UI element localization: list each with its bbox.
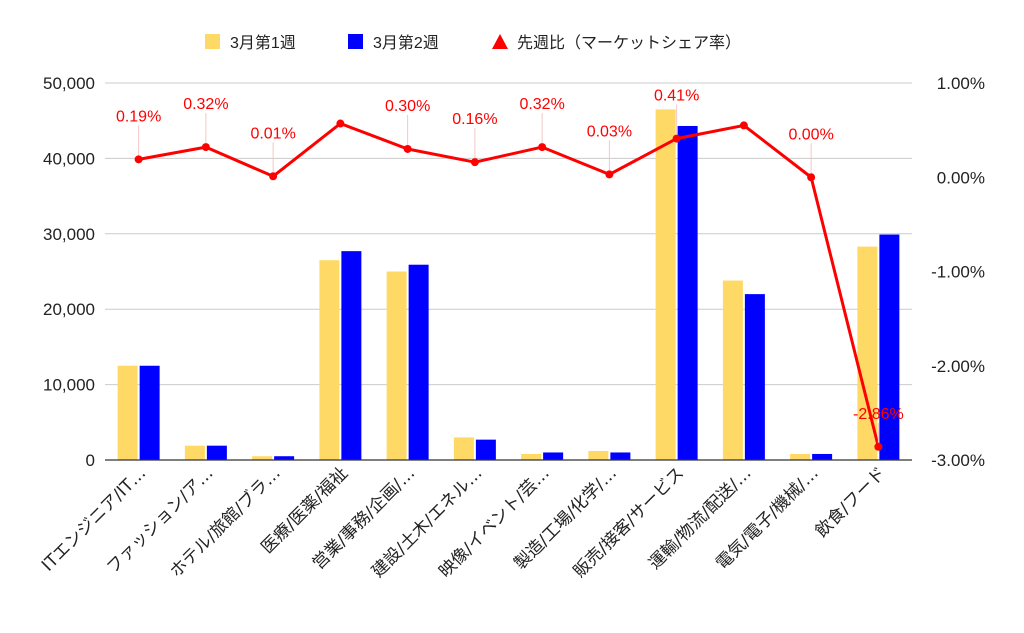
data-label: -2.86%	[853, 406, 904, 423]
data-label: 0.32%	[519, 96, 564, 113]
bar-week2	[206, 445, 227, 460]
line-point	[739, 121, 748, 130]
legend-triangle-icon	[492, 34, 508, 49]
legend-square-icon	[348, 34, 363, 49]
data-label: 0.32%	[183, 96, 228, 113]
bar-week1	[790, 453, 811, 460]
bar-week1	[319, 260, 340, 460]
legend-label: 先週比（マーケットシェア率）	[517, 34, 741, 52]
bar-week1	[117, 365, 138, 460]
data-label: 0.30%	[385, 98, 430, 115]
line-point	[807, 173, 816, 182]
bar-week2	[677, 125, 698, 460]
bar-week2	[610, 452, 631, 460]
y-left-tick-label: 20,000	[43, 300, 95, 319]
bar-week2	[341, 251, 362, 460]
y-left-tick-label: 30,000	[43, 225, 95, 244]
line-point	[538, 143, 547, 152]
y-left-tick-label: 10,000	[43, 376, 95, 395]
x-tick-label: 販売/接客/サービス	[570, 463, 688, 581]
data-label: 0.00%	[788, 126, 833, 143]
line-market-share	[138, 122, 880, 448]
x-tick-label: 飲食/フード	[812, 463, 890, 541]
line-point	[336, 119, 345, 128]
x-tick-label: 建設/土木/エネル…	[368, 463, 486, 581]
bar-week2	[408, 264, 429, 460]
bar-week1	[722, 280, 743, 460]
bar-week1	[588, 450, 609, 460]
line-point	[874, 442, 883, 451]
gridlines	[105, 82, 912, 386]
bar-week1	[453, 437, 474, 460]
y-right-tick-label: -3.00%	[931, 451, 985, 470]
line-point	[605, 170, 614, 179]
bar-week1	[521, 453, 542, 460]
data-label: 0.19%	[116, 108, 161, 125]
bar-week1	[386, 271, 407, 460]
bar-week2	[879, 234, 900, 460]
bar-week2	[274, 456, 295, 460]
y-left-tick-label: 0	[86, 451, 95, 470]
line-series: 0.19% 0.32% 0.01% 0.30% 0.16% 0.32% 0.03% 0.41%…	[116, 88, 904, 451]
x-tick-label: ホテル/旅館/ブラ…	[166, 463, 285, 582]
bar-week2	[543, 452, 564, 460]
data-label: 0.41%	[654, 88, 699, 105]
legend: 3月第1週 3月第2週 先週比（マーケットシェア率）	[205, 34, 741, 52]
y-right-tick-label: 1.00%	[937, 74, 985, 93]
line-point	[470, 158, 479, 167]
line-point	[269, 172, 278, 181]
y-right-tick-label: -2.00%	[931, 357, 985, 376]
legend-label: 3月第1週	[230, 34, 296, 52]
bar-week1	[252, 456, 273, 460]
data-label: 0.01%	[250, 125, 295, 142]
line-point	[134, 155, 143, 164]
data-label: 0.03%	[587, 123, 632, 140]
bar-week2	[139, 365, 160, 460]
bar-week1	[184, 445, 205, 460]
line-point	[403, 144, 412, 153]
x-tick-label: 映像/イベント/芸…	[435, 463, 553, 581]
legend-square-icon	[205, 34, 220, 49]
legend-label: 3月第2週	[373, 34, 439, 52]
y-right-tick-label: -1.00%	[931, 263, 985, 282]
bar-week2	[812, 453, 833, 460]
axes: 0 10,000 20,000 30,000 40,000 50,000 -3.00% -2.…	[38, 74, 985, 582]
bar-week2	[744, 294, 765, 460]
y-left-tick-label: 50,000	[43, 74, 95, 93]
data-label: 0.16%	[452, 111, 497, 128]
y-left-tick-label: 40,000	[43, 149, 95, 168]
bar-week1	[857, 246, 878, 460]
bar-week2	[475, 439, 496, 460]
bars	[117, 109, 900, 460]
y-right-tick-label: 0.00%	[937, 168, 985, 187]
line-point	[201, 143, 210, 152]
bar-week1	[655, 109, 676, 460]
line-point	[672, 134, 681, 143]
